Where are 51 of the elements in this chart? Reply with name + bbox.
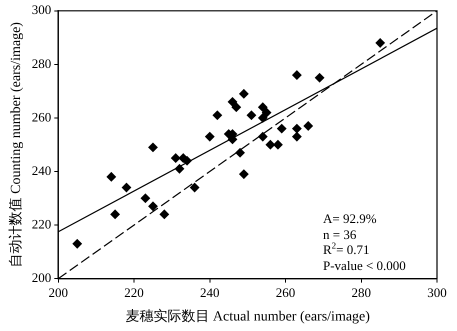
point — [190, 182, 200, 192]
point — [292, 124, 302, 134]
y-axis-title: 自动计数值 Counting number (ears/image) — [8, 22, 24, 268]
point — [258, 132, 268, 142]
point — [182, 156, 192, 166]
point — [235, 148, 245, 158]
x-tick-label: 260 — [276, 284, 296, 300]
point — [314, 73, 324, 82]
point — [304, 121, 313, 131]
point — [212, 110, 222, 120]
point — [375, 38, 385, 48]
point — [292, 132, 302, 142]
annotation: n = 36 — [323, 226, 358, 242]
point — [262, 108, 272, 118]
point — [110, 210, 120, 220]
y-tick-label: 200 — [32, 270, 52, 286]
point — [140, 194, 150, 203]
point — [106, 172, 116, 182]
point — [273, 140, 283, 150]
point — [122, 182, 132, 192]
annotation: A= 92.9% — [323, 211, 378, 226]
point — [239, 169, 249, 179]
point — [246, 110, 256, 120]
annotation: P-value < 0.000 — [323, 258, 406, 273]
y-tick-label: 300 — [32, 2, 52, 18]
x-tick-label: 300 — [427, 284, 447, 300]
point — [170, 153, 180, 163]
point — [258, 113, 268, 123]
x-axis-title: 麦穗实际数目 Actual number (ears/image) — [125, 308, 370, 324]
point — [277, 124, 286, 134]
point — [228, 97, 238, 107]
y-tick-label: 240 — [32, 162, 52, 178]
point — [258, 102, 268, 112]
y-tick-label: 260 — [32, 109, 52, 124]
point — [292, 70, 302, 80]
y-tick-label: 220 — [32, 216, 52, 232]
y-tick-label: 280 — [32, 56, 52, 71]
point — [148, 142, 158, 152]
annotation: R$^{2}$= 0.71 — [323, 240, 371, 258]
point — [148, 202, 158, 211]
point — [72, 239, 82, 248]
point — [266, 140, 276, 150]
x-tick-label: 280 — [352, 284, 372, 300]
point — [174, 164, 184, 174]
x-tick-label: 220 — [124, 284, 144, 300]
point — [239, 89, 249, 99]
x-tick-label: 240 — [200, 284, 220, 300]
point — [232, 102, 241, 112]
point — [160, 210, 170, 220]
point — [205, 132, 214, 142]
x-tick-label: 200 — [48, 284, 68, 300]
